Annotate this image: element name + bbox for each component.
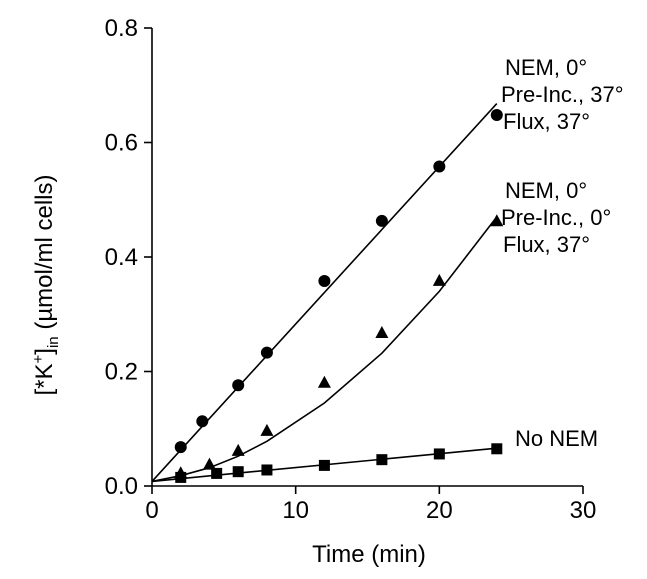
y-tick-label: 0.6	[105, 130, 138, 157]
square-marker	[376, 454, 388, 466]
y-tick-label: 0.0	[105, 473, 138, 500]
circle-marker	[433, 160, 446, 173]
y-label-sup: +	[30, 354, 47, 363]
y-label-open: [*K	[31, 363, 58, 395]
square-marker	[491, 443, 503, 455]
circle-marker	[490, 109, 503, 122]
y-tick-label: 0.2	[105, 359, 138, 386]
y-tick-label: 0.8	[105, 15, 138, 42]
series-label-circle-line: Pre-Inc., 37°	[501, 82, 624, 107]
square-marker	[232, 466, 244, 478]
triangle-marker	[490, 214, 504, 227]
triangle-marker	[317, 375, 331, 388]
circle-marker	[196, 415, 209, 428]
circle-marker	[260, 346, 273, 359]
triangle-marker	[202, 457, 216, 470]
triangle-marker	[260, 423, 274, 436]
square-marker	[211, 467, 223, 479]
x-axis-label: Time (min)	[312, 541, 426, 568]
x-tick-label: 30	[570, 497, 597, 524]
series-label-square-line: No NEM	[515, 426, 598, 451]
y-tick-label: 0.4	[105, 244, 138, 271]
triangle-marker	[432, 273, 446, 286]
series-labels: NEM, 0°Pre-Inc., 37°Flux, 37°NEM, 0°Pre-…	[501, 55, 624, 451]
y-axis-label: [*K+]in (µmol/ml cells)	[30, 175, 62, 396]
series-label-triangle-line: NEM, 0°	[505, 178, 587, 203]
x-tick-label: 20	[426, 497, 453, 524]
fit-line-triangle	[151, 216, 498, 483]
triangle-marker	[231, 443, 245, 456]
ticks: 0 10 20 30 0.0 0.2 0.4 0.6 0.8	[105, 15, 597, 524]
circle-marker	[174, 441, 187, 454]
series-label-triangle-line: Flux, 37°	[503, 232, 590, 257]
series-label-circle-line: NEM, 0°	[505, 55, 587, 80]
circle-marker	[318, 275, 331, 288]
y-label-close: ]	[31, 348, 58, 355]
series-label-triangle-line: Pre-Inc., 0°	[501, 205, 611, 230]
square-marker	[175, 471, 187, 483]
circle-marker	[375, 214, 388, 227]
square-marker	[318, 459, 330, 471]
triangle-marker	[375, 325, 389, 338]
data-markers	[174, 109, 504, 483]
y-label-sub: in	[45, 336, 62, 348]
y-label-rest: (µmol/ml cells)	[31, 175, 58, 337]
square-marker	[433, 448, 445, 460]
x-tick-label: 0	[145, 497, 158, 524]
series-label-circle-line: Flux, 37°	[503, 109, 590, 134]
square-marker	[261, 464, 273, 476]
x-tick-label: 10	[282, 497, 309, 524]
circle-marker	[232, 379, 245, 392]
